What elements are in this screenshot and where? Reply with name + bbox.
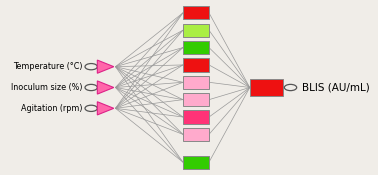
FancyBboxPatch shape	[183, 110, 209, 124]
Text: Temperature (°C): Temperature (°C)	[13, 62, 82, 71]
FancyBboxPatch shape	[183, 93, 209, 106]
Polygon shape	[97, 102, 114, 115]
FancyBboxPatch shape	[183, 41, 209, 54]
Text: BLIS (AU/mL): BLIS (AU/mL)	[302, 82, 370, 93]
Text: Inoculum size (%): Inoculum size (%)	[11, 83, 82, 92]
FancyBboxPatch shape	[183, 128, 209, 141]
FancyBboxPatch shape	[183, 6, 209, 19]
Text: Agitation (rpm): Agitation (rpm)	[21, 104, 82, 113]
FancyBboxPatch shape	[183, 156, 209, 169]
Polygon shape	[97, 81, 114, 94]
FancyBboxPatch shape	[183, 76, 209, 89]
FancyBboxPatch shape	[183, 58, 209, 72]
FancyBboxPatch shape	[183, 24, 209, 37]
Polygon shape	[97, 60, 114, 73]
FancyBboxPatch shape	[250, 79, 283, 96]
